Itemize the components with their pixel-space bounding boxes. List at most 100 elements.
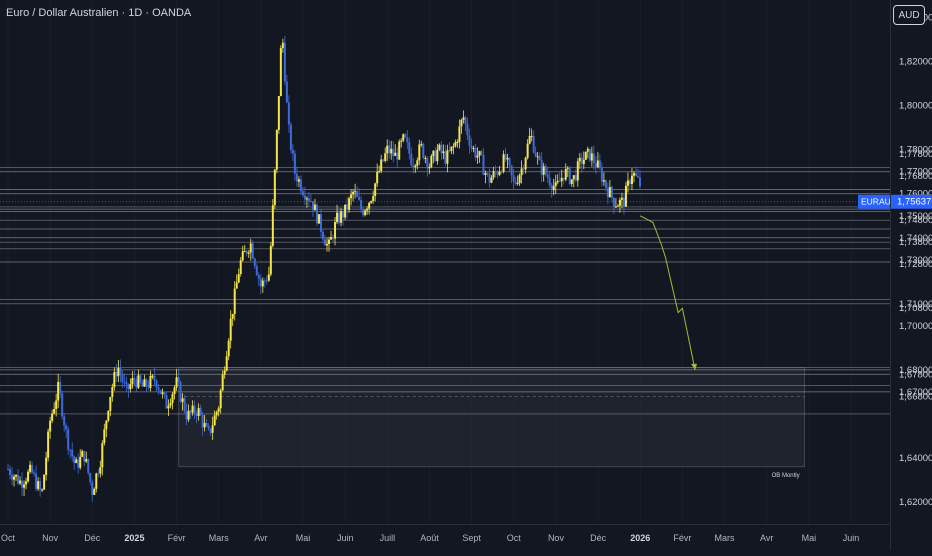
candle-body bbox=[189, 410, 192, 413]
time-tick-label: Août bbox=[420, 533, 439, 543]
candle-body bbox=[45, 457, 48, 475]
candle-body bbox=[558, 180, 561, 182]
candle-body bbox=[420, 143, 423, 145]
candle-body bbox=[338, 212, 341, 223]
chart-pane[interactable]: OB Montly EURAUD Euro / Dollar Australien… bbox=[0, 0, 890, 524]
candle-body bbox=[73, 456, 76, 464]
candle-body bbox=[57, 381, 60, 401]
candle-body bbox=[103, 429, 106, 444]
candle-body bbox=[229, 318, 232, 341]
candle-body bbox=[25, 481, 28, 485]
candle-body bbox=[408, 142, 411, 154]
candle-body bbox=[51, 413, 54, 421]
candle-body bbox=[382, 159, 385, 161]
candle-body bbox=[175, 377, 178, 388]
candle-body bbox=[536, 156, 539, 158]
candle-body bbox=[179, 382, 182, 402]
price-tag-bg bbox=[891, 194, 932, 209]
candle-body bbox=[185, 411, 188, 420]
price-scale[interactable]: 1,840001,820001,800001,780001,778001,770… bbox=[890, 0, 932, 550]
currency-button[interactable]: AUD bbox=[893, 5, 925, 25]
candle-body bbox=[69, 449, 72, 451]
candle-body bbox=[608, 187, 611, 198]
candle-body bbox=[35, 473, 38, 489]
candle-body bbox=[201, 415, 204, 428]
candle-body bbox=[143, 379, 146, 387]
candle-body bbox=[448, 150, 451, 152]
price-tick-label: 1,66800 bbox=[899, 391, 932, 402]
price-tick-label: 1,82000 bbox=[899, 57, 932, 68]
candle-body bbox=[193, 405, 196, 414]
candle-body bbox=[197, 408, 200, 416]
candle-body bbox=[81, 451, 84, 457]
price-tick-label: 1,77800 bbox=[899, 149, 932, 160]
candle-body bbox=[217, 408, 220, 412]
candle-body bbox=[107, 410, 110, 421]
candle-body bbox=[574, 175, 577, 181]
candle-body bbox=[468, 135, 471, 146]
candle-body bbox=[508, 157, 511, 166]
candle-body bbox=[137, 375, 140, 388]
candle-body bbox=[618, 199, 621, 206]
price-tick-label: 1,67800 bbox=[899, 369, 932, 380]
price-tick-label: 1,76000 bbox=[899, 189, 932, 200]
price-tick-label: 1,78000 bbox=[899, 145, 932, 156]
price-tick-label: 1,68000 bbox=[899, 365, 932, 376]
candle-body bbox=[498, 171, 501, 175]
price-tag-value: 1,75637 bbox=[897, 197, 931, 208]
candle-body bbox=[356, 191, 359, 197]
candle-body bbox=[87, 459, 90, 474]
candle-body bbox=[384, 153, 387, 161]
candle-body bbox=[253, 258, 256, 267]
candle-body bbox=[251, 243, 254, 259]
candle-body bbox=[281, 42, 284, 49]
candle-body bbox=[440, 144, 443, 154]
candle-body bbox=[380, 159, 383, 172]
candle-body bbox=[562, 177, 565, 180]
time-tick-label: Oct bbox=[507, 533, 522, 543]
candle-body bbox=[151, 375, 154, 377]
candle-body bbox=[374, 183, 377, 197]
candle-body bbox=[556, 180, 559, 183]
candle-body bbox=[530, 135, 533, 137]
time-tick-label: 2025 bbox=[124, 533, 144, 543]
candle-body bbox=[269, 245, 272, 275]
candle-body bbox=[600, 167, 603, 182]
candle-body bbox=[11, 474, 14, 480]
candle-body bbox=[350, 194, 353, 199]
candle-body bbox=[223, 370, 226, 375]
candle-body bbox=[113, 371, 116, 388]
candle-body bbox=[328, 239, 331, 244]
candle-body bbox=[418, 144, 421, 161]
candle-body bbox=[167, 405, 170, 409]
candle-body bbox=[474, 148, 477, 158]
time-tick-label: Avr bbox=[254, 533, 267, 543]
chart-canvas[interactable]: OB Montly EURAUD bbox=[0, 0, 890, 524]
candle-body bbox=[59, 381, 62, 394]
candle-body bbox=[586, 148, 589, 152]
candle-body bbox=[446, 150, 449, 164]
candle-body bbox=[165, 395, 168, 409]
price-tick-label: 1,73800 bbox=[899, 237, 932, 248]
candle-body bbox=[91, 482, 94, 495]
candle-body bbox=[560, 177, 563, 182]
candle-body bbox=[516, 183, 519, 185]
projection-arrow-head bbox=[691, 363, 698, 370]
candle-body bbox=[119, 367, 122, 375]
candle-body bbox=[305, 198, 308, 200]
price-tick-label: 1,75000 bbox=[899, 211, 932, 222]
time-scale[interactable]: Oct Nov Déc 2025 Févr Mars Avr Mai Juin Juill Août… bbox=[0, 524, 890, 551]
candle-body bbox=[344, 204, 347, 218]
candle-body bbox=[317, 214, 320, 224]
candle-body bbox=[131, 378, 134, 385]
candle-body bbox=[388, 145, 391, 154]
candle-body bbox=[209, 428, 212, 433]
candle-body bbox=[326, 243, 329, 246]
price-tick-label: 1,74000 bbox=[899, 233, 932, 244]
candle-body bbox=[289, 124, 292, 150]
candle-body bbox=[145, 379, 148, 387]
candle-body bbox=[638, 177, 641, 187]
candle-body bbox=[386, 145, 389, 154]
candle-body bbox=[602, 180, 605, 182]
candle-body bbox=[97, 473, 100, 475]
